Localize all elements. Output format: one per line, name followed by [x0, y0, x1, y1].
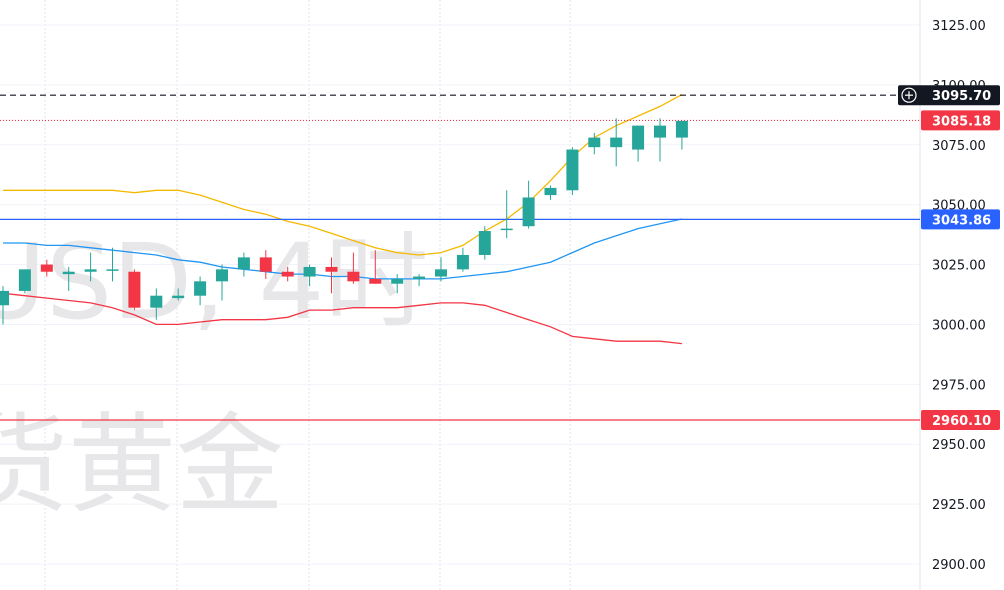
candle — [172, 288, 185, 301]
price-tags: 3085.18 3043.86 2960.10 3095.70 — [898, 85, 1000, 431]
candle-body — [566, 149, 579, 191]
crosshair-price-tag: 3095.70 — [898, 85, 1000, 106]
candle-body — [325, 266, 338, 272]
candle — [435, 257, 447, 282]
watermark-line-1: USD, 4时 — [0, 221, 429, 343]
candle-body — [675, 120, 688, 138]
candle-body — [347, 271, 360, 282]
candle-body — [413, 276, 426, 279]
price-tick-label: 3125.00 — [932, 19, 986, 34]
candle — [632, 125, 645, 162]
candle-body — [369, 278, 382, 284]
candle-body — [500, 228, 513, 231]
crosshair-tag-bg — [898, 85, 1000, 106]
candle-body — [391, 278, 404, 284]
candle-body — [522, 197, 535, 227]
candle-body — [62, 271, 75, 275]
candle — [194, 276, 207, 306]
candle-body — [303, 266, 316, 277]
candle-body — [172, 295, 185, 299]
last-price-tag-bg — [921, 110, 1000, 131]
candle-body — [281, 271, 294, 277]
lower-band-line — [2, 292, 682, 345]
candle-body — [456, 254, 469, 270]
candle — [478, 226, 491, 260]
blue-line-price-tag-bg — [921, 209, 1000, 230]
candle — [150, 288, 163, 320]
last-price-tag: 3085.18 — [921, 110, 1000, 131]
candle-body — [84, 269, 97, 272]
candle — [566, 147, 579, 196]
candle-body — [216, 269, 228, 282]
candle — [325, 257, 338, 294]
candle-body — [259, 257, 272, 272]
price-tick-label: 2925.00 — [932, 498, 986, 513]
middle-band-line — [3, 218, 683, 280]
candle — [106, 247, 119, 282]
candle — [522, 180, 535, 229]
candle — [500, 190, 513, 239]
candle — [281, 266, 294, 282]
candle-body — [588, 137, 601, 148]
candle-body — [654, 125, 666, 138]
candle-body — [610, 137, 623, 148]
blue-line-price-tag: 3043.86 — [921, 209, 1000, 230]
candle-body — [237, 257, 250, 270]
candle-body — [435, 269, 447, 277]
plus-circle-icon — [901, 87, 917, 103]
price-tick-label: 2950.00 — [932, 438, 986, 453]
candle-body — [150, 295, 163, 308]
candle-body — [128, 271, 141, 308]
red-line-price-tag-bg — [921, 410, 1000, 431]
candle-body — [478, 231, 491, 255]
candle — [391, 274, 404, 294]
candle-body — [18, 269, 31, 291]
price-tick-label: 2975.00 — [932, 378, 986, 393]
candle — [347, 252, 360, 284]
watermark-line-2: 货黄金 — [0, 403, 284, 528]
candle-body — [0, 290, 9, 306]
candle — [62, 266, 75, 291]
candle-body — [544, 187, 557, 196]
candle — [654, 118, 666, 162]
candle — [610, 118, 623, 167]
candle — [544, 185, 557, 200]
candle-body — [40, 264, 53, 272]
candle-body — [106, 269, 119, 271]
watermark: USD, 4时 货黄金 — [0, 221, 429, 528]
candle — [128, 269, 141, 311]
candle — [303, 264, 316, 287]
candle-body — [194, 281, 207, 296]
candle — [413, 274, 426, 287]
red-line-price-tag-text: 2960.10 — [932, 414, 991, 429]
candle — [369, 250, 382, 284]
candle — [237, 252, 250, 277]
candle — [0, 286, 9, 325]
candles — [0, 118, 688, 325]
candle — [259, 250, 272, 279]
horizontal-lines — [0, 94, 920, 421]
candle — [18, 269, 31, 294]
candle — [588, 132, 601, 155]
candle — [40, 259, 53, 277]
candle — [675, 120, 688, 150]
price-tick-label: 2900.00 — [932, 558, 986, 573]
plus-circle-ring — [901, 87, 917, 103]
last-price-tag-text: 3085.18 — [932, 114, 991, 129]
price-tick-label: 3025.00 — [932, 259, 986, 274]
price-tick-label: 3075.00 — [932, 139, 986, 154]
candle-body — [632, 125, 645, 150]
candle — [84, 252, 97, 282]
candle — [456, 247, 469, 272]
crosshair-price-text: 3095.70 — [932, 89, 991, 104]
candle — [216, 264, 228, 301]
price-tick-label: 3000.00 — [932, 318, 986, 333]
red-line-price-tag: 2960.10 — [921, 410, 1000, 431]
blue-line-price-tag-text: 3043.86 — [932, 213, 991, 228]
